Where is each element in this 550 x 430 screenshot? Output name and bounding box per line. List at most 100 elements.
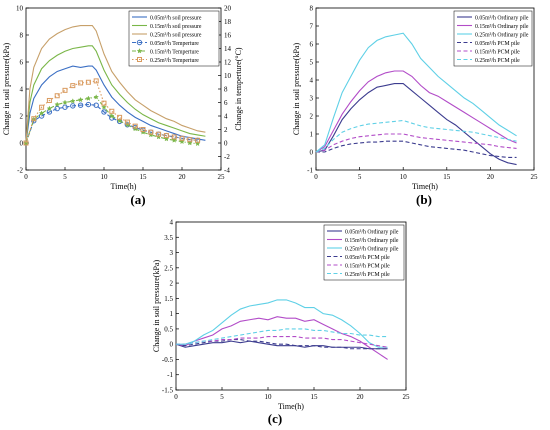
series-0-15m-h-ordinary-pile xyxy=(175,316,388,360)
data-point xyxy=(194,140,201,147)
x-tick-label: 15 xyxy=(140,173,148,181)
series-0-25m-h-temperture xyxy=(23,78,201,146)
x-tick-label: 5 xyxy=(220,393,224,401)
x-tick-label: 0 xyxy=(24,173,28,181)
legend-marker xyxy=(136,48,143,54)
y-tick-label: -2 xyxy=(17,167,23,175)
plot-frame xyxy=(315,7,535,171)
y-axis-label: Change in soil pressure(kPa) xyxy=(152,260,161,353)
y-tick-label: 3 xyxy=(310,95,314,103)
y-tick-label: 6 xyxy=(310,41,314,49)
data-point xyxy=(54,101,60,107)
data-point xyxy=(77,96,84,103)
data-point xyxy=(38,110,45,116)
series-line xyxy=(175,316,388,360)
series-line xyxy=(315,70,517,153)
y-tick-label: 0 xyxy=(170,341,174,349)
y-axis-label: Change in soil pressure(kPa) xyxy=(2,43,11,136)
series-line xyxy=(176,328,388,345)
series-0-25m-h-ordinary-pile xyxy=(176,299,388,348)
legend-entry: 0.25m³/h Temperture xyxy=(150,58,199,64)
panel-label-b: (b) xyxy=(416,192,432,207)
y-tick-label: 8 xyxy=(20,32,24,40)
data-point xyxy=(187,137,193,143)
series-0-25m-h-ordinary-pile xyxy=(315,32,517,153)
y-tick-label: 10 xyxy=(16,5,24,13)
y2-tick-label: 4 xyxy=(224,113,228,121)
y2-tick-label: 0 xyxy=(224,140,228,148)
y-tick-label: 7 xyxy=(310,23,314,31)
data-point xyxy=(148,129,154,135)
y2-axis-label: Change in temperture(°C) xyxy=(234,47,243,131)
y-tick-label: 6 xyxy=(20,59,24,67)
y-tick-label: 4 xyxy=(310,77,314,85)
series-0-05m-h-soil-pressure xyxy=(25,65,206,144)
legend-entry: 0.25m³/h Ordinary pile xyxy=(475,32,529,38)
y-axis-label: Change in soil pressure(kPa) xyxy=(292,43,301,136)
y-tick-label: -1 xyxy=(307,167,313,175)
legend-entry: 0.25m³/h PCM pile xyxy=(345,272,390,278)
data-point xyxy=(62,99,68,105)
data-point xyxy=(54,93,60,99)
y2-tick-label: -4 xyxy=(224,167,230,175)
data-point xyxy=(116,117,123,124)
data-point xyxy=(54,105,60,112)
data-point xyxy=(163,133,169,139)
y-tick-label: 0.5 xyxy=(164,325,173,333)
chart-panel-a: 0 5 10 15 20 25-20246810-4-202468101214161820… xyxy=(2,5,243,192)
data-point xyxy=(70,98,76,104)
data-point xyxy=(46,97,52,103)
y-tick-label: 4 xyxy=(20,86,24,94)
legend: 0.05m³/h Ordinary pile 0.15m³/h Ordinary … xyxy=(453,10,533,67)
y-tick-label: 4 xyxy=(170,219,174,227)
legend: 0.05m³/h Ordinary pile 0.15m³/h Ordinary … xyxy=(323,224,405,281)
legend-entry: 0.05m³/h soil pressure xyxy=(150,15,202,21)
series-0-15m-h-pcm-pile xyxy=(315,133,517,153)
y2-tick-label: 14 xyxy=(224,45,232,53)
legend-entry: 0.15m³/h soil pressure xyxy=(150,24,202,30)
data-point xyxy=(46,105,53,111)
series-0-15m-h-pcm-pile xyxy=(176,336,388,348)
legend-entry: 0.15m³/h Ordinary pile xyxy=(475,24,529,30)
data-point xyxy=(117,114,123,120)
x-tick-label: 5 xyxy=(358,173,362,181)
series-line xyxy=(315,119,517,153)
series-0-15m-h-soil-pressure xyxy=(25,45,206,144)
series-0-25m-h-pcm-pile xyxy=(176,328,388,345)
x-tick-label: 0 xyxy=(174,393,178,401)
y-tick-label: -1.5 xyxy=(162,387,174,395)
data-point xyxy=(85,79,91,85)
x-axis-label: Time(h) xyxy=(111,182,137,191)
y-tick-label: 5 xyxy=(310,59,314,67)
y2-tick-label: 6 xyxy=(224,99,228,107)
data-point xyxy=(78,80,84,86)
data-point xyxy=(156,131,162,137)
legend-entry: 0.05m³/h Ordinary pile xyxy=(475,15,529,21)
legend-box xyxy=(453,10,533,67)
data-point xyxy=(171,134,177,140)
x-tick-label: 25 xyxy=(531,173,539,181)
series-0-15m-h-ordinary-pile xyxy=(315,70,517,153)
legend: 0.05m³/h soil pressure 0.15m³/h soil pres… xyxy=(128,10,220,67)
y-tick-label: -0.5 xyxy=(162,356,174,364)
legend-entry: 0.15m³/h PCM pile xyxy=(345,263,390,269)
data-point xyxy=(23,140,29,146)
data-point xyxy=(109,113,115,119)
series-line xyxy=(176,336,388,348)
y-tick-label: 2 xyxy=(20,113,24,121)
series-line xyxy=(315,133,517,153)
y2-tick-label: 16 xyxy=(224,32,232,40)
data-point xyxy=(93,102,99,108)
data-point xyxy=(101,100,107,106)
series-line xyxy=(176,299,388,348)
legend-entry: 0.25m³/h soil pressure xyxy=(150,32,202,38)
data-point xyxy=(187,140,193,146)
series-0-05m-h-pcm-pile xyxy=(316,140,517,158)
x-tick-label: 15 xyxy=(311,393,319,401)
legend-entry: 0.05m³/h Temperture xyxy=(150,41,199,47)
data-point xyxy=(62,87,68,93)
y-tick-label: 0 xyxy=(20,140,24,148)
legend-entry: 0.05m³/h Ordinary pile xyxy=(345,229,399,235)
data-point xyxy=(70,83,76,89)
